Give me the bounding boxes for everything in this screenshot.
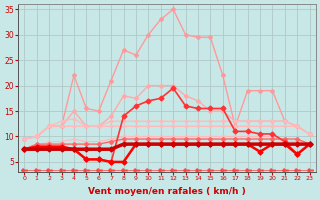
X-axis label: Vent moyen/en rafales ( km/h ): Vent moyen/en rafales ( km/h ) [88,187,246,196]
